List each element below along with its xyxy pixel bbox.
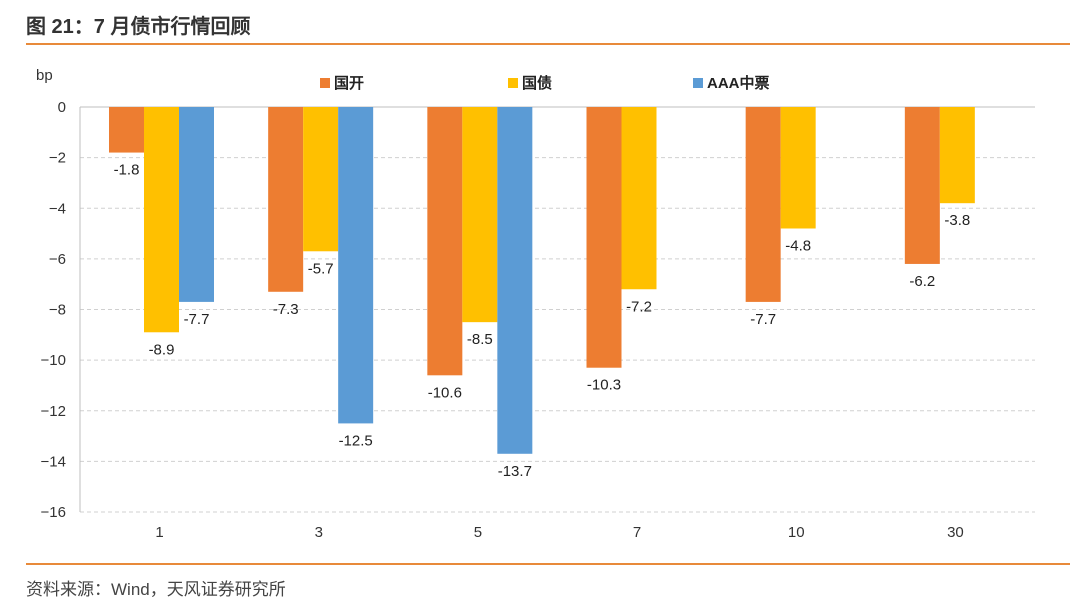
bar-国债-30 [939,107,975,204]
gridlines [80,106,1035,513]
bar-国开-7 [586,107,622,368]
y-tick-label: −10 [41,352,66,369]
bar-国开-10 [745,107,781,302]
bar-国开-30 [904,107,940,264]
y-tick-label: −12 [41,403,66,420]
bar-国债-3 [303,107,339,252]
x-tick-label: 10 [788,524,805,541]
data-label: -8.5 [467,331,493,348]
bars [109,107,975,454]
x-tick-label: 3 [315,524,323,541]
data-label: -5.7 [308,260,334,277]
bar-AAA中票-5 [497,107,533,454]
data-label: -12.5 [339,432,373,449]
legend-swatch [508,78,518,88]
source-divider [26,563,1070,565]
x-tick-label: 7 [633,524,641,541]
data-label: -7.7 [184,311,210,328]
title-divider [26,43,1070,45]
data-label: -10.3 [587,377,621,394]
bar-国债-5 [462,107,498,323]
x-tick-label: 1 [155,524,163,541]
bar-国债-10 [780,107,816,229]
y-tick-label: −8 [49,302,66,319]
y-tick-label: −4 [49,200,66,217]
bar-国开-3 [268,107,304,292]
data-label: -1.8 [114,162,140,179]
y-tick-label: −14 [41,453,66,470]
x-axis-ticks: 1 3 5 7 10 30 [155,524,963,541]
data-label: -6.2 [909,273,935,290]
legend: 国开 国债 AAA中票 [320,74,770,92]
data-label: -7.3 [273,301,299,318]
legend-label: AAA中票 [707,74,770,92]
y-tick-label: −2 [49,150,66,167]
data-label: -4.8 [785,238,811,255]
data-label: -13.7 [498,463,532,480]
data-label: -10.6 [428,384,462,401]
x-tick-label: 5 [474,524,482,541]
x-tick-label: 30 [947,524,964,541]
y-tick-label: −6 [49,251,66,268]
y-tick-label: 0 [58,99,66,116]
legend-label: 国开 [334,75,364,92]
y-axis-unit-label: bp [36,67,53,84]
legend-label: 国债 [522,74,552,92]
bar-国债-1 [144,107,179,333]
bar-国开-1 [109,107,144,153]
data-label: -7.7 [750,311,776,328]
bar-AAA中票-3 [338,107,374,424]
data-labels: -1.8 -8.9 -7.7 -7.3 -5.7 -12.5 -10.6 -8.5 -13.7 -… [114,162,971,480]
source-note: 资料来源：Wind，天风证券研究所 [26,580,286,599]
data-label: -3.8 [944,212,970,229]
figure-title: 图 21：7 月债市行情回顾 [26,16,251,38]
y-tick-label: −16 [41,504,66,521]
data-label: -7.2 [626,298,652,315]
legend-swatch [320,78,330,88]
bar-chart: bp 0 −2 −4 −6 −8 −10 −12 −14 −16 -1.8 -8.9 -7.7 -7.… [36,67,1035,541]
bar-国开-5 [427,107,463,376]
data-label: -8.9 [149,341,175,358]
bar-国债-7 [621,107,657,290]
bar-AAA中票-1 [179,107,214,302]
legend-swatch [693,78,703,88]
y-axis-ticks: 0 −2 −4 −6 −8 −10 −12 −14 −16 [41,99,66,521]
